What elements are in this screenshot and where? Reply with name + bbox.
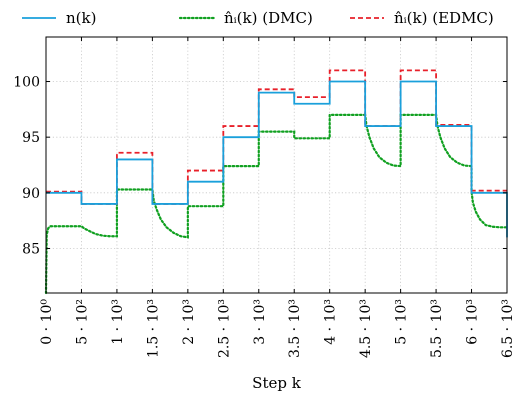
plot-frame xyxy=(45,36,508,294)
y-tick-label: 100 xyxy=(13,75,40,91)
grid xyxy=(45,37,508,293)
x-tick-label: 0 · 10⁰ xyxy=(39,299,55,345)
x-tick-label: 3.5 · 10³ xyxy=(287,299,303,358)
series-layer xyxy=(44,69,509,295)
x-tick-label: 2.5 · 10³ xyxy=(216,299,232,358)
x-tick-label: 4 · 10³ xyxy=(323,299,339,345)
x-tick-label: 2 · 10³ xyxy=(181,299,197,345)
y-tick-label: 85 xyxy=(22,241,40,257)
x-axis-label: Step k xyxy=(252,374,302,392)
legend: n(k) n̂ᵢ(k) (DMC) n̂ᵢ(k) (EDMC) xyxy=(22,9,494,27)
x-tick-label: 5 · 10² xyxy=(74,299,90,345)
x-tick-label: 6 · 10³ xyxy=(465,299,481,345)
x-tick-label: 5.5 · 10³ xyxy=(429,299,445,358)
series-line-1 xyxy=(44,113,509,295)
x-tick-label: 4.5 · 10³ xyxy=(358,299,374,358)
legend-label-1: n̂ᵢ(k) (DMC) xyxy=(224,9,313,27)
x-tick-label: 6.5 · 10³ xyxy=(500,299,516,358)
series-line-2 xyxy=(46,69,507,205)
ticks: 85 90 95 100 0 · 10⁰ 5 · 10² 1 · 10³ 1.5 · 10³ 2… xyxy=(13,37,516,358)
x-tick-label: 1 · 10³ xyxy=(110,299,126,345)
y-tick-label: 90 xyxy=(22,186,40,202)
x-tick-label: 5 · 10³ xyxy=(394,299,410,345)
legend-label-2: n̂ᵢ(k) (EDMC) xyxy=(394,9,494,27)
series-line-0 xyxy=(46,80,508,238)
legend-label-0: n(k) xyxy=(66,9,96,27)
y-tick-label: 95 xyxy=(22,130,40,146)
x-tick-label: 3 · 10³ xyxy=(252,299,268,345)
x-tick-label: 1.5 · 10³ xyxy=(145,299,161,358)
